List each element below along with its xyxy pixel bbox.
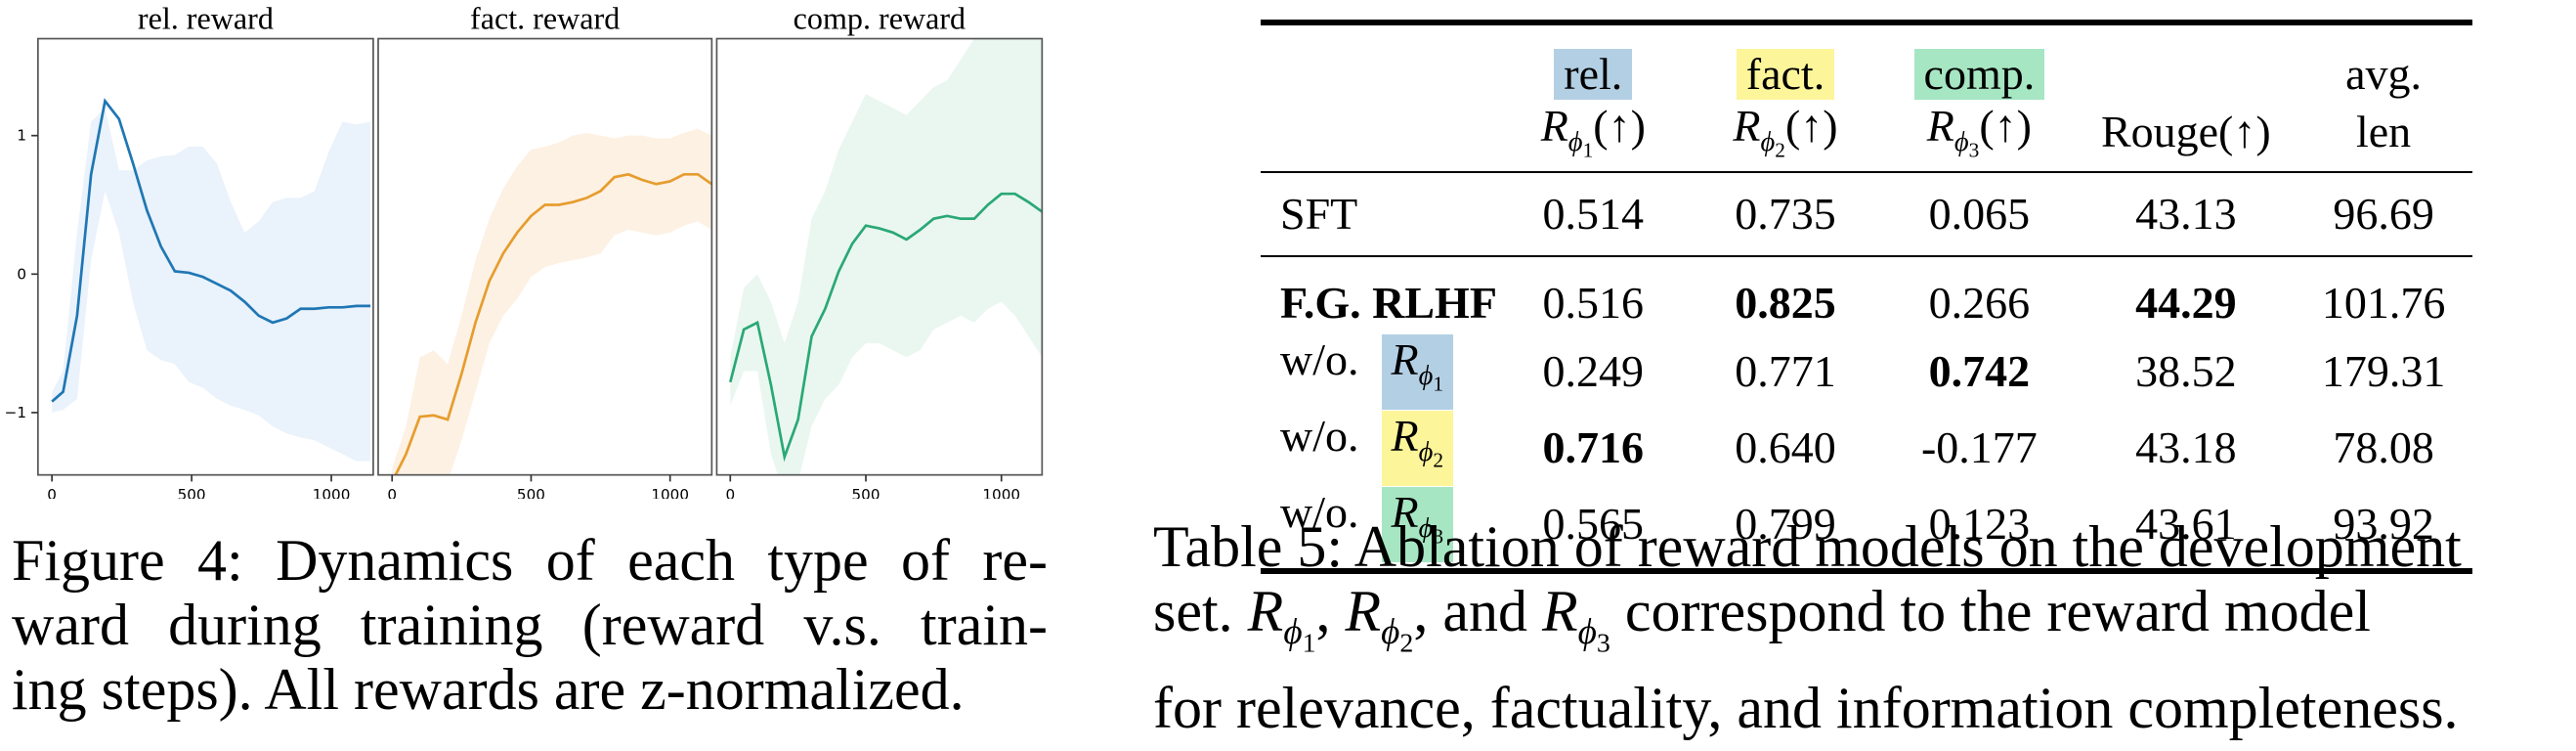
x-tick-label: 500 [517, 486, 545, 499]
table-row-sft: SFT 0.514 0.735 0.065 43.13 96.69 [1261, 172, 2472, 256]
table-cell: 0.799 [1735, 499, 1836, 550]
x-tick-label: 0 [47, 486, 57, 499]
table-cell: 44.29 [2135, 278, 2237, 329]
panel-title: fact. reward [470, 0, 620, 35]
y-tick-label: 0 [17, 265, 26, 283]
x-tick-label: 500 [852, 486, 880, 499]
r-phi3-badge: Rϕ3 [1381, 486, 1454, 562]
series-line [728, 192, 1043, 463]
table-row-wo-r1: w/o. Rϕ1 0.249 0.771 0.742 38.52 179.31 [1261, 333, 2472, 410]
figure-caption-line3: ing steps). All rewards are z-normalized… [12, 657, 965, 722]
table-cell: 0.742 [1928, 346, 2031, 397]
y-tick-label: 1 [17, 127, 26, 145]
table-cell: 179.31 [2321, 346, 2446, 397]
figure-caption-line1: Figure 4: Dynamics of each type of re- [12, 528, 1048, 593]
x-tick-label: 1000 [313, 486, 351, 499]
panel-title: comp. reward [794, 0, 966, 35]
x-tick-label: 1000 [651, 486, 689, 499]
plot-frame [37, 37, 374, 476]
table-cell: 43.13 [2135, 189, 2237, 240]
r-phi1-header: Rϕ1(↑) [1540, 101, 1646, 162]
x-tick-label: 0 [387, 486, 397, 499]
table-cell: 38.52 [2135, 346, 2237, 397]
table-cell: 43.61 [2135, 499, 2237, 550]
panel-title: rel. reward [138, 0, 274, 35]
table-row-fg-rlhf: F.G. RLHF 0.516 0.825 0.266 44.29 101.76 [1261, 256, 2472, 333]
table-cell: 0.266 [1928, 278, 2031, 329]
x-tick-label: 500 [178, 486, 206, 499]
row-label: w/o. Rϕ3 [1261, 486, 1497, 571]
table-cell: 0.735 [1735, 189, 1836, 240]
table-cell: 0.565 [1542, 499, 1645, 550]
reward-dynamics-charts: rel. reward 0 500 1000 −1 0 1 fact. reward 0 500 1… [5, 0, 1044, 499]
rel-header-badge: rel. [1554, 48, 1633, 100]
table-cell: 0.123 [1928, 499, 2031, 550]
table-header-row-2: Rϕ1(↑) Rϕ2(↑) Rϕ3(↑) Rouge(↑) len [1261, 100, 2472, 172]
table-caption-line2: set. Rϕ1, Rϕ2, and Rϕ3 correspond to the… [1153, 579, 2371, 659]
row-label: SFT [1280, 189, 1358, 240]
row-label: w/o. Rϕ1 [1261, 333, 1497, 410]
figure-caption-line2: ward during training (reward v.s. train- [12, 593, 1048, 657]
table-header-row-1: rel. fact. comp. avg. [1261, 22, 2472, 100]
table-cell: -0.177 [1920, 422, 2038, 473]
row-label: F.G. RLHF [1280, 278, 1497, 329]
x-tick-label: 0 [725, 486, 735, 499]
len-header: len [2355, 106, 2412, 156]
table-cell: 0.716 [1542, 422, 1645, 473]
row-label: w/o. Rϕ2 [1261, 410, 1497, 486]
y-tick-label: −1 [5, 404, 26, 421]
confidence-band [392, 128, 712, 475]
table-cell: 43.18 [2135, 422, 2237, 473]
table-row-wo-r2: w/o. Rϕ2 0.716 0.640 -0.177 43.18 78.08 [1261, 410, 2472, 486]
table-cell: 0.514 [1542, 189, 1645, 240]
series-line [51, 98, 371, 403]
table-caption-line1: Table 5: Ablation of reward models on th… [1153, 514, 2462, 579]
table-cell: 96.69 [2333, 189, 2434, 240]
table-caption-line3: for relevance, factuality, and informati… [1153, 676, 2459, 741]
ablation-table: rel. fact. comp. avg. Rϕ1(↑) Rϕ2(↑) Rϕ3(… [1261, 20, 2472, 574]
table-cell: 101.76 [2321, 278, 2446, 329]
series-line [394, 172, 712, 475]
plot-frame [715, 37, 1044, 476]
avg-header: avg. [2345, 48, 2423, 99]
table-cell: 93.92 [2333, 499, 2434, 550]
table-cell: 0.516 [1542, 278, 1645, 329]
rouge-header: Rouge(↑) [2100, 106, 2271, 156]
r-phi2-header: Rϕ2(↑) [1733, 101, 1838, 162]
r-phi3-header: Rϕ3(↑) [1926, 101, 2032, 162]
table-cell: 0.771 [1735, 346, 1836, 397]
table-cell: 0.825 [1735, 278, 1836, 329]
r-phi1-badge: Rϕ1 [1381, 333, 1454, 410]
table-cell: 0.640 [1735, 422, 1836, 473]
table-cell: 0.065 [1928, 189, 2031, 240]
figure-caption: Figure 4: Dynamics of each type of re- w… [12, 528, 1048, 722]
table-row-wo-r3: w/o. Rϕ3 0.565 0.799 0.123 43.61 93.92 [1261, 486, 2472, 571]
confidence-band [730, 38, 1043, 475]
comp-header-badge: comp. [1913, 48, 2045, 100]
confidence-band [52, 108, 371, 462]
plot-frame [377, 37, 713, 476]
x-tick-label: 1000 [982, 486, 1020, 499]
table-caption: Table 5: Ablation of reward models on th… [1153, 514, 2570, 740]
table-cell: 0.249 [1542, 346, 1645, 397]
r-phi2-badge: Rϕ2 [1381, 410, 1454, 486]
fact-header-badge: fact. [1736, 48, 1835, 100]
table-cell: 78.08 [2333, 422, 2434, 473]
